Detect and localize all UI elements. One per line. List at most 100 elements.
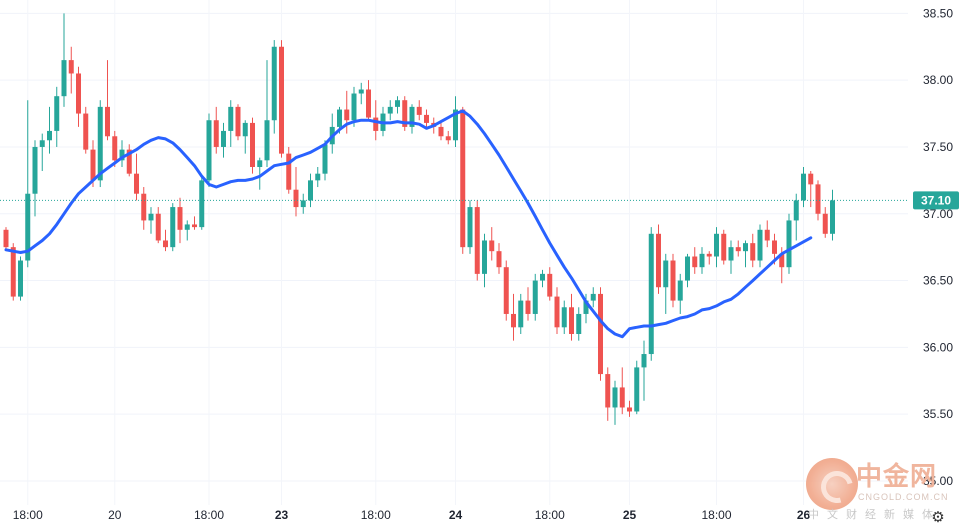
- current-price-tag: 37.10: [913, 191, 959, 210]
- candle-body: [126, 149, 132, 174]
- candle: [438, 120, 444, 141]
- candle: [496, 243, 502, 274]
- candle-body: [576, 313, 582, 334]
- candle-body: [402, 100, 408, 127]
- gear-icon[interactable]: ⚙: [931, 508, 945, 526]
- candle-body: [438, 126, 444, 137]
- candle: [424, 109, 429, 127]
- candle-body: [300, 200, 306, 208]
- candle: [714, 227, 719, 268]
- candle: [453, 96, 458, 147]
- candle: [598, 287, 603, 381]
- moving-average-line: [4, 109, 813, 339]
- candle-body: [337, 109, 342, 127]
- x-tick-label: 20: [108, 508, 122, 522]
- x-tick-label: 23: [275, 508, 289, 522]
- candle-body: [467, 207, 473, 248]
- candle-body: [474, 207, 480, 274]
- candle: [525, 287, 531, 321]
- candle-body: [25, 193, 31, 261]
- candle-body: [3, 229, 9, 248]
- candle-body: [105, 106, 110, 137]
- time-axis: 18:00 20 18:00 23 18:00 24 18:00 25 18:00 26: [13, 508, 811, 522]
- watermark-title: 中金网: [856, 462, 938, 492]
- candle: [83, 106, 89, 154]
- candle: [257, 157, 263, 190]
- candle: [764, 220, 770, 248]
- candle-body: [830, 200, 835, 234]
- candle-body: [387, 106, 393, 114]
- candle: [518, 293, 524, 334]
- candle-body: [366, 89, 371, 118]
- y-tick-label: 38.50: [923, 6, 953, 20]
- candle-body: [525, 300, 531, 314]
- candle: [206, 113, 212, 188]
- candle-body: [322, 144, 328, 174]
- watermark-subtitle: 中文财经新媒体: [808, 508, 941, 521]
- candle: [605, 367, 611, 421]
- candle-body: [250, 122, 255, 167]
- candle-body: [76, 73, 81, 114]
- candle-body: [39, 140, 45, 147]
- candle-body: [612, 387, 618, 408]
- candle-body: [61, 60, 67, 97]
- watermark: 中金网 CNGOLD.COM.CN 中文财经新媒体: [804, 456, 954, 521]
- candle-body: [192, 224, 197, 228]
- candle-body: [286, 153, 292, 190]
- candle: [308, 173, 313, 208]
- cngold-logo-icon: [806, 458, 858, 510]
- candle-body: [90, 149, 96, 181]
- candle-body: [395, 100, 400, 107]
- candle: [163, 229, 168, 252]
- candle: [721, 229, 727, 265]
- candle: [590, 287, 596, 308]
- candle: [112, 130, 118, 167]
- candle-body: [808, 173, 814, 185]
- candle: [815, 180, 821, 221]
- candle: [358, 82, 364, 105]
- y-tick-label: 35.50: [923, 407, 953, 421]
- candle-body: [271, 46, 277, 121]
- candle-body: [373, 117, 379, 131]
- candle-body: [308, 180, 313, 201]
- candle-body: [10, 247, 16, 297]
- x-tick-label: 18:00: [194, 508, 224, 522]
- candle: [126, 144, 132, 177]
- candle: [18, 256, 23, 301]
- candle: [148, 207, 154, 234]
- candle-body: [743, 243, 748, 252]
- y-tick-label: 38.00: [923, 73, 953, 87]
- candle-body: [822, 213, 828, 234]
- watermark-url: CNGOLD.COM.CN: [858, 492, 949, 502]
- candle-body: [677, 280, 683, 301]
- x-tick-label: 26: [797, 508, 811, 522]
- candle: [119, 140, 125, 167]
- candle: [315, 166, 321, 188]
- candle-body: [54, 96, 60, 131]
- candle-body: [460, 109, 466, 248]
- candle-body: [163, 240, 168, 248]
- candle: [155, 207, 161, 244]
- candle-body: [561, 307, 567, 328]
- candle-body: [735, 247, 741, 252]
- candle: [474, 200, 480, 281]
- candle-body: [155, 213, 161, 241]
- candle-body: [728, 247, 734, 261]
- candle: [242, 120, 248, 154]
- candle: [467, 200, 473, 254]
- candle: [228, 100, 234, 147]
- candle: [793, 193, 799, 241]
- candle: [757, 224, 763, 268]
- candle: [10, 243, 16, 301]
- x-tick-label: 18:00: [361, 508, 391, 522]
- candle: [3, 227, 9, 252]
- candle: [612, 380, 618, 425]
- candle-body: [134, 173, 139, 194]
- candle-body: [786, 220, 792, 268]
- candle: [634, 360, 640, 415]
- candle: [387, 100, 393, 121]
- candle-body: [706, 253, 712, 257]
- candle-body: [228, 106, 234, 131]
- candle-body: [685, 256, 690, 281]
